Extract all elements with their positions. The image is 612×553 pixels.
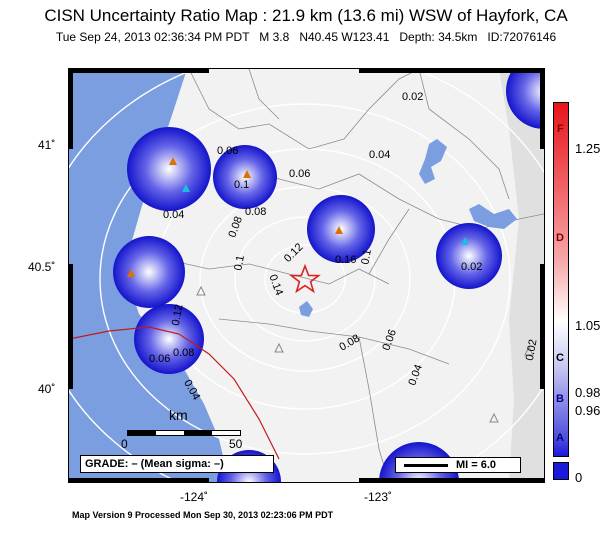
land-east: [499, 69, 544, 482]
station-discs: [113, 69, 544, 482]
lakes: [299, 139, 517, 317]
contour-label: 0.08: [245, 206, 267, 218]
mi-legend: MI = 6.0: [395, 457, 521, 473]
colorbar-value: 0.96: [575, 403, 601, 418]
contour-label: 0.04: [163, 209, 185, 221]
contour-label: 0.08: [173, 347, 195, 359]
lat-label: 40.5˚: [28, 260, 56, 274]
contour-label: 0.1: [234, 179, 250, 191]
grade-box: GRADE: – (Mean sigma: –): [80, 455, 274, 473]
contour-label: 0.06: [217, 145, 239, 157]
mi-line: [404, 464, 448, 467]
colorbar-value: 0: [575, 470, 583, 485]
event-subtitle: Tue Sep 24, 2013 02:36:34 PM PDT M 3.8 N…: [55, 30, 557, 44]
scale-bar: [127, 430, 241, 436]
map-area: 0.02 0.04 0.06 0.1 0.08 0.04 0.06 0.08 0…: [68, 68, 545, 483]
colorbar-letter: D: [556, 232, 564, 244]
colorbar: [553, 102, 569, 457]
colorbar-letter: A: [556, 432, 564, 444]
stations: [127, 157, 534, 423]
contour-label: 0.06: [289, 168, 311, 180]
scale-start: 0: [121, 437, 128, 451]
mi-label: MI = 6.0: [456, 459, 497, 471]
contour-label: 0.04: [369, 149, 391, 161]
map-version-footer: Map Version 9 Processed Mon Sep 30, 2013…: [72, 510, 334, 520]
contour-label: 0.16: [335, 254, 357, 266]
colorbar-letter: C: [556, 352, 564, 364]
ocean: [69, 69, 229, 482]
colorbar-value: 1.25: [575, 141, 601, 156]
lon-label: -123˚: [364, 490, 393, 504]
map-title: CISN Uncertainty Ratio Map : 21.9 km (13…: [44, 6, 568, 25]
scale-title: km: [169, 407, 188, 423]
epicenter-star: [289, 263, 321, 294]
colorbar-letter: B: [556, 393, 564, 405]
contour-label: 0.02: [461, 261, 483, 273]
colorbar-value: 1.05: [575, 318, 601, 333]
fault-line: [69, 326, 280, 460]
lon-label: -124˚: [180, 490, 209, 504]
contour-label: 0.02: [402, 91, 424, 103]
colorbar-zero-swatch: [553, 462, 569, 480]
lat-label: 40˚: [38, 382, 56, 396]
frame-ticks: [69, 69, 544, 482]
colorbar-letter: F: [557, 123, 564, 135]
scale-end: 50: [229, 437, 243, 451]
map-canvas: [69, 69, 544, 482]
colorbar-value: 0.98: [575, 385, 601, 400]
lat-label: 41˚: [38, 138, 56, 152]
contour-label: 0.06: [149, 353, 171, 365]
